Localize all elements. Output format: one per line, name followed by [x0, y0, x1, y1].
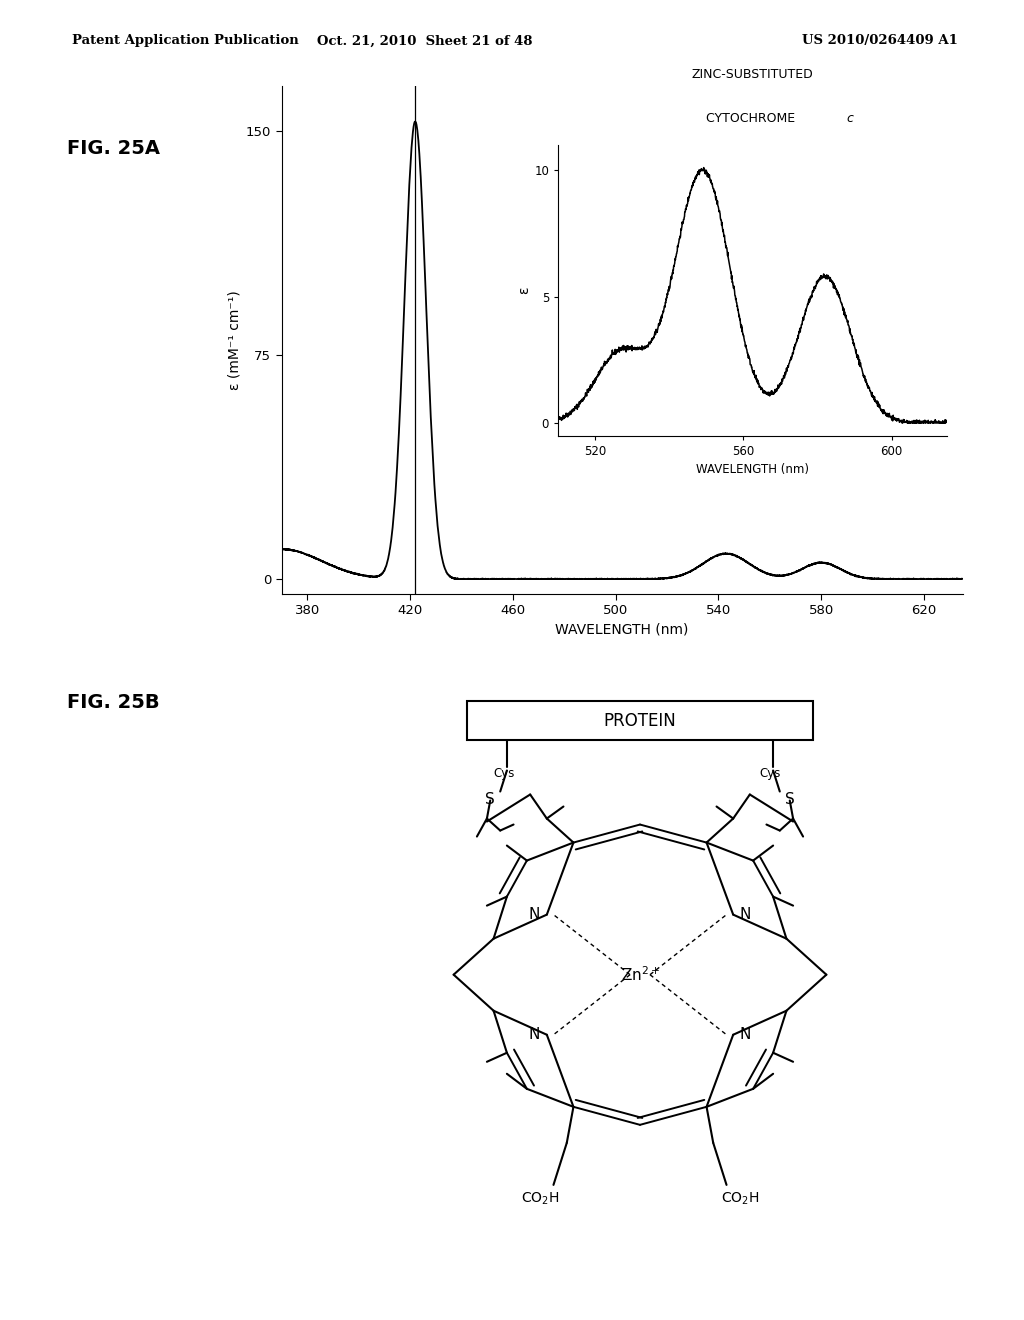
Text: Cys: Cys [494, 767, 515, 780]
Text: Patent Application Publication: Patent Application Publication [72, 34, 298, 48]
Text: N: N [739, 1027, 752, 1043]
Text: c: c [846, 112, 853, 125]
Text: Oct. 21, 2010  Sheet 21 of 48: Oct. 21, 2010 Sheet 21 of 48 [317, 34, 532, 48]
Text: FIG. 25A: FIG. 25A [67, 139, 160, 157]
Y-axis label: ε: ε [517, 286, 531, 294]
Text: ZINC-SUBSTITUTED: ZINC-SUBSTITUTED [692, 69, 813, 82]
Y-axis label: ε (mM⁻¹ cm⁻¹): ε (mM⁻¹ cm⁻¹) [227, 290, 242, 389]
Text: PROTEIN: PROTEIN [603, 711, 677, 730]
Text: S: S [485, 792, 496, 807]
Text: FIG. 25B: FIG. 25B [67, 693, 159, 711]
Text: Zn$^{2+}$: Zn$^{2+}$ [621, 965, 659, 983]
X-axis label: WAVELENGTH (nm): WAVELENGTH (nm) [696, 463, 809, 477]
Text: CYTOCHROME: CYTOCHROME [707, 112, 799, 125]
X-axis label: WAVELENGTH (nm): WAVELENGTH (nm) [555, 623, 689, 638]
Text: S: S [784, 792, 795, 807]
Text: N: N [528, 907, 541, 923]
Text: N: N [739, 907, 752, 923]
Text: N: N [528, 1027, 541, 1043]
Text: US 2010/0264409 A1: US 2010/0264409 A1 [802, 34, 957, 48]
Text: CO$_2$H: CO$_2$H [721, 1191, 759, 1208]
Text: CO$_2$H: CO$_2$H [521, 1191, 559, 1208]
Text: Cys: Cys [760, 767, 781, 780]
Bar [467, 701, 813, 741]
